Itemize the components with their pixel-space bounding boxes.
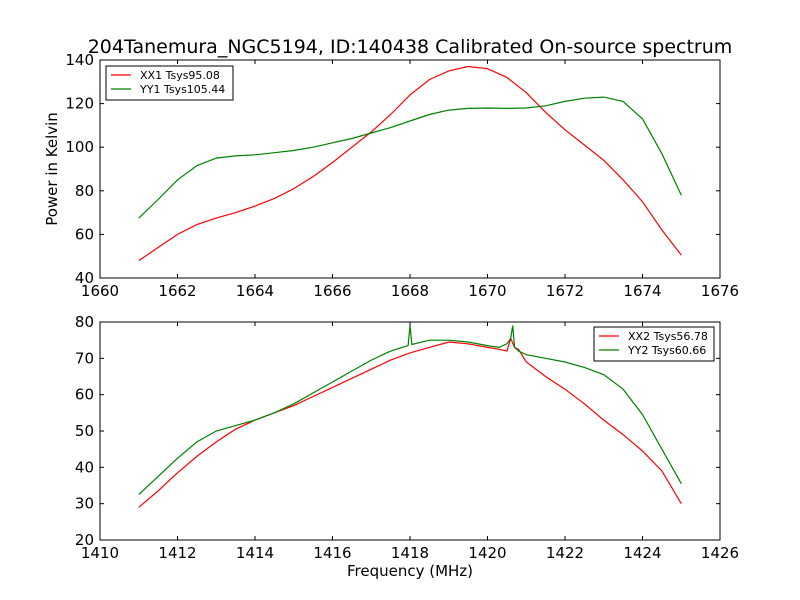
chart-title: 204Tanemura_NGC5194, ID:140438 Calibrate…	[88, 36, 733, 58]
top-chart: 204Tanemura_NGC5194, ID:140438 Calibrate…	[43, 36, 739, 300]
bottom-y-tick-label: 30	[75, 495, 94, 513]
bottom-legend-box	[593, 326, 715, 362]
bottom-y-tick-label: 40	[75, 458, 94, 476]
bottom-x-tick-label: 1418	[391, 544, 429, 562]
bottom-x-tick-label: 1422	[546, 544, 584, 562]
top-x-tick-label: 1662	[158, 282, 196, 300]
bottom-chart: 1410 1412 1414 1416 1418 1420 1422 1424 1426 20 3…	[75, 313, 739, 580]
top-y-tick-label: 60	[75, 225, 94, 243]
bottom-y-tick-label: 60	[75, 386, 94, 404]
bottom-x-tick-label: 1426	[701, 544, 739, 562]
top-y-tick-label: 80	[75, 182, 94, 200]
bottom-x-axis-label: Frequency (MHz)	[347, 562, 473, 580]
bottom-x-tick-label: 1424	[623, 544, 661, 562]
bottom-y-tick-label: 80	[75, 313, 94, 331]
bottom-series-line-1	[138, 325, 682, 496]
top-legend-label-0: XX1 Tsys95.08	[140, 69, 220, 82]
top-x-tick-label: 1676	[701, 282, 739, 300]
top-x-tick-label: 1666	[313, 282, 351, 300]
bottom-x-tick-label: 1416	[313, 544, 351, 562]
bottom-x-tick-label: 1410	[81, 544, 119, 562]
top-series-line-1	[138, 96, 682, 219]
bottom-x-tick-label: 1412	[158, 544, 196, 562]
top-y-tick-label: 40	[75, 269, 94, 287]
bottom-series-line-0	[138, 336, 682, 508]
top-x-tick-label: 1668	[391, 282, 429, 300]
bottom-legend-label-1: YY2 Tsys60.66	[627, 344, 706, 357]
bottom-legend-label-0: XX2 Tsys56.78	[628, 330, 708, 343]
top-legend-label-1: YY1 Tsys105.44	[139, 83, 225, 96]
top-y-tick-label: 140	[65, 51, 94, 69]
top-x-tick-label: 1664	[236, 282, 274, 300]
top-y-tick-label: 120	[65, 95, 94, 113]
top-x-tick-label: 1674	[623, 282, 661, 300]
bottom-x-tick-label: 1420	[468, 544, 506, 562]
top-series-line-0	[138, 65, 682, 262]
bottom-y-tick-label: 70	[75, 349, 94, 367]
bottom-y-tick-label: 50	[75, 422, 94, 440]
bottom-y-tick-label: 20	[75, 531, 94, 549]
top-x-tick-label: 1670	[468, 282, 506, 300]
top-y-tick-label: 100	[65, 138, 94, 156]
top-x-tick-label: 1672	[546, 282, 584, 300]
bottom-x-tick-label: 1414	[236, 544, 274, 562]
top-legend-box	[105, 65, 234, 101]
top-y-axis-label: Power in Kelvin	[43, 112, 61, 226]
top-x-tick-label: 1660	[81, 282, 119, 300]
